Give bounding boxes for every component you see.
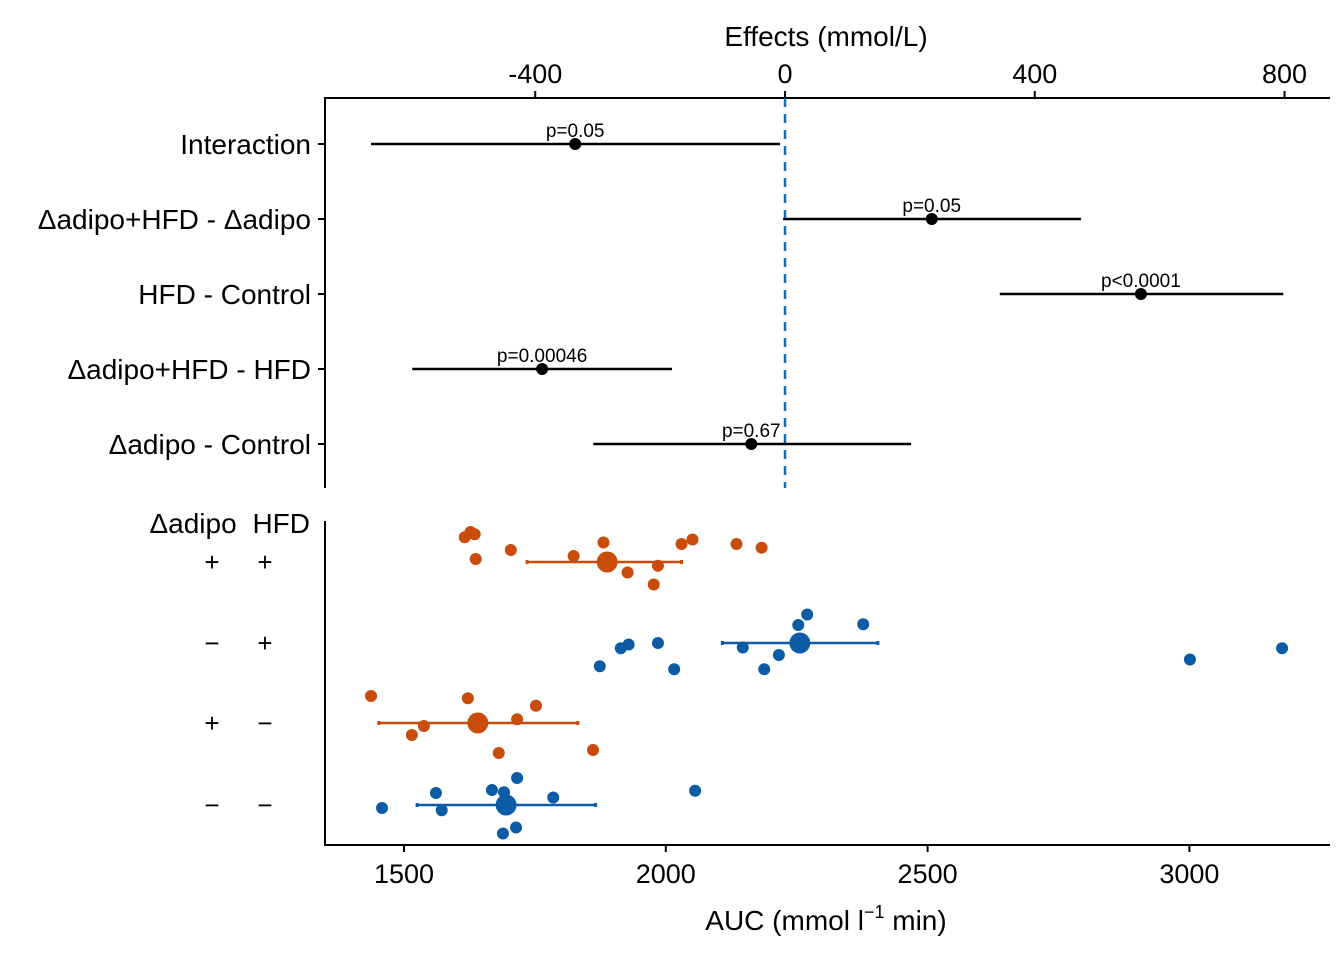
response-data-point (429, 787, 442, 799)
response-data-point (801, 608, 814, 621)
response-group: − + (204, 608, 1289, 676)
response-group: + − (204, 690, 600, 759)
response-data-point (511, 772, 524, 784)
response-data-point (772, 649, 785, 661)
response-group: + + (204, 526, 768, 591)
response-x-tick-label: 3000 (1159, 859, 1219, 889)
response-data-point (376, 802, 389, 814)
adipo-sign-label: − (204, 628, 219, 658)
response-x-tick-label: 2000 (636, 859, 696, 889)
response-data-point (496, 827, 509, 840)
response-data-point (597, 536, 610, 549)
response-data-point (435, 804, 448, 817)
effects-x-tick-label: 400 (1012, 59, 1057, 89)
response-mean-point (596, 551, 618, 573)
effects-x-tick-label: 800 (1262, 59, 1307, 89)
response-x-ticks: 1500 2000 2500 3000 (374, 845, 1219, 889)
effects-x-tick-label: 0 (777, 59, 792, 89)
response-data-point (730, 538, 743, 550)
effect-row: Δadipo+HFD - HFD p=0.00046 (67, 346, 672, 385)
response-data-point (529, 699, 542, 712)
response-data-point (567, 550, 580, 562)
response-data-point (365, 690, 378, 702)
effect-row: Δadipo+HFD - Δadipo p=0.05 (38, 196, 1081, 235)
response-group: − − (204, 772, 702, 840)
adipo-sign-label: − (204, 790, 219, 820)
response-data-point (510, 821, 523, 834)
response-axis-title-main: AUC (mmol l (705, 905, 864, 936)
response-data-point (547, 791, 560, 804)
response-data-point (504, 544, 517, 556)
effect-row: Interaction p=0.05 (180, 121, 781, 160)
hfd-sign-label: + (257, 628, 272, 658)
response-data-point (1183, 653, 1196, 666)
effect-estimate-point (1134, 288, 1147, 300)
adipo-sign-label: + (204, 708, 219, 738)
effect-row: Δadipo - Control p=0.67 (109, 421, 912, 460)
effects-x-tick-label: -400 (508, 59, 562, 89)
effects-axis-title: Effects (mmol/L) (724, 21, 927, 52)
effect-row: HFD - Control p<0.0001 (138, 271, 1284, 310)
response-data-point (461, 692, 474, 705)
effect-row-label: Δadipo+HFD - HFD (67, 354, 311, 385)
effect-row-label: Interaction (180, 129, 311, 160)
factor-header: Δadipo HFD (149, 508, 310, 539)
factor-header-hfd: HFD (252, 508, 310, 539)
response-data-point (792, 619, 805, 631)
response-data-point (675, 538, 688, 550)
effect-row-label: HFD - Control (138, 279, 311, 310)
response-data-point (647, 578, 660, 591)
response-data-point (755, 541, 768, 554)
response-data-point (405, 729, 418, 741)
factor-header-adipo: Δadipo (149, 508, 236, 539)
effect-row-label: Δadipo+HFD - Δadipo (38, 204, 311, 235)
effect-p-value-label: p<0.0001 (1101, 271, 1181, 292)
response-panel: Δadipo HFD + +− ++ −− − 1500 2000 2500 3000 AUC… (149, 508, 1330, 936)
response-axis-title-sup: −1 (864, 902, 885, 922)
response-data-point (587, 744, 600, 756)
response-data-point (857, 618, 870, 631)
effect-estimate-point (569, 138, 582, 150)
response-data-point (758, 663, 771, 676)
response-data-point (668, 663, 681, 676)
effect-p-value-label: p=0.00046 (497, 346, 587, 367)
hfd-sign-label: − (257, 708, 272, 738)
response-data-point (686, 533, 699, 546)
response-x-tick-label: 2500 (898, 859, 958, 889)
response-data-point (468, 528, 481, 541)
response-mean-point (495, 794, 517, 816)
response-data-point (593, 660, 606, 673)
effect-p-value-label: p=0.67 (722, 421, 781, 442)
response-mean-point (467, 712, 489, 734)
effect-estimate-point (925, 213, 938, 225)
response-data-point (469, 553, 482, 565)
effects-x-ticks: -400 0 400 800 (508, 59, 1307, 98)
adipo-sign-label: + (204, 547, 219, 577)
response-data-point (651, 637, 664, 649)
response-axis-title: AUC (mmol l−1 min) (705, 902, 946, 936)
response-axis-title-tail: min) (884, 905, 946, 936)
response-data-point (736, 641, 749, 654)
effect-estimate-point (745, 438, 758, 450)
hfd-sign-label: − (257, 790, 272, 820)
response-data-point (492, 747, 505, 759)
effect-estimate-point (536, 363, 549, 375)
effects-panel: Effects (mmol/L) -400 0 400 800 Interaction… (38, 21, 1330, 488)
response-data-point (1276, 642, 1289, 655)
effect-row-label: Δadipo - Control (109, 429, 311, 460)
response-data-point (621, 566, 634, 579)
response-data-point (689, 784, 702, 797)
response-data-point (622, 638, 635, 651)
effect-p-value-label: p=0.05 (546, 121, 605, 142)
response-groups: + +− ++ −− − (204, 526, 1289, 840)
effects-rows: Interaction p=0.05 Δadipo+HFD - Δadipo p=0.… (38, 121, 1284, 460)
response-x-tick-label: 1500 (374, 859, 434, 889)
response-data-point (485, 784, 498, 796)
effect-p-value-label: p=0.05 (902, 196, 961, 217)
response-mean-point (789, 632, 811, 654)
hfd-sign-label: + (257, 547, 272, 577)
